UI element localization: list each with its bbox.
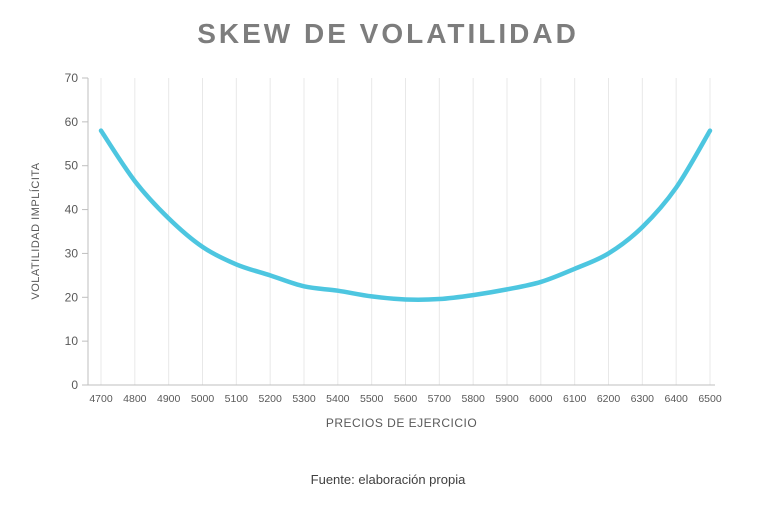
x-tick-label: 4800: [123, 393, 147, 405]
x-tick-label: 5700: [428, 393, 452, 405]
y-tick-label: 30: [65, 246, 79, 260]
x-tick-label: 5800: [461, 393, 485, 405]
x-tick-label: 5500: [360, 393, 384, 405]
x-tick-label: 6500: [698, 393, 722, 405]
x-tick-label: 6000: [529, 393, 553, 405]
x-tick-label: 5100: [225, 393, 249, 405]
y-tick-label: 10: [65, 334, 79, 348]
x-tick-label: 5200: [258, 393, 282, 405]
x-tick-label: 6200: [597, 393, 621, 405]
x-tick-label: 6400: [664, 393, 688, 405]
x-tick-label: 4900: [157, 393, 181, 405]
x-tick-label: 6300: [631, 393, 655, 405]
x-tick-label: 4700: [89, 393, 113, 405]
volatility-smile-line: [98, 128, 713, 302]
x-axis-label: PRECIOS DE EJERCICIO: [325, 416, 478, 430]
y-tick-label: 0: [71, 378, 78, 392]
y-tick-label: 50: [65, 159, 79, 173]
x-tick-label: 5400: [326, 393, 350, 405]
x-tick-label: 5600: [394, 393, 418, 405]
x-tick-label: 6100: [563, 393, 587, 405]
x-tick-label: 5000: [191, 393, 215, 405]
x-tick-label: 5300: [292, 393, 316, 405]
y-tick-label: 60: [65, 115, 79, 129]
chart-title: SKEW DE VOLATILIDAD: [197, 18, 579, 49]
y-tick-label: 20: [65, 290, 79, 304]
y-tick-label: 40: [65, 203, 79, 217]
y-tick-label: 70: [65, 71, 79, 85]
x-tick-label: 5900: [495, 393, 519, 405]
source-caption: Fuente: elaboración propia: [310, 472, 466, 487]
